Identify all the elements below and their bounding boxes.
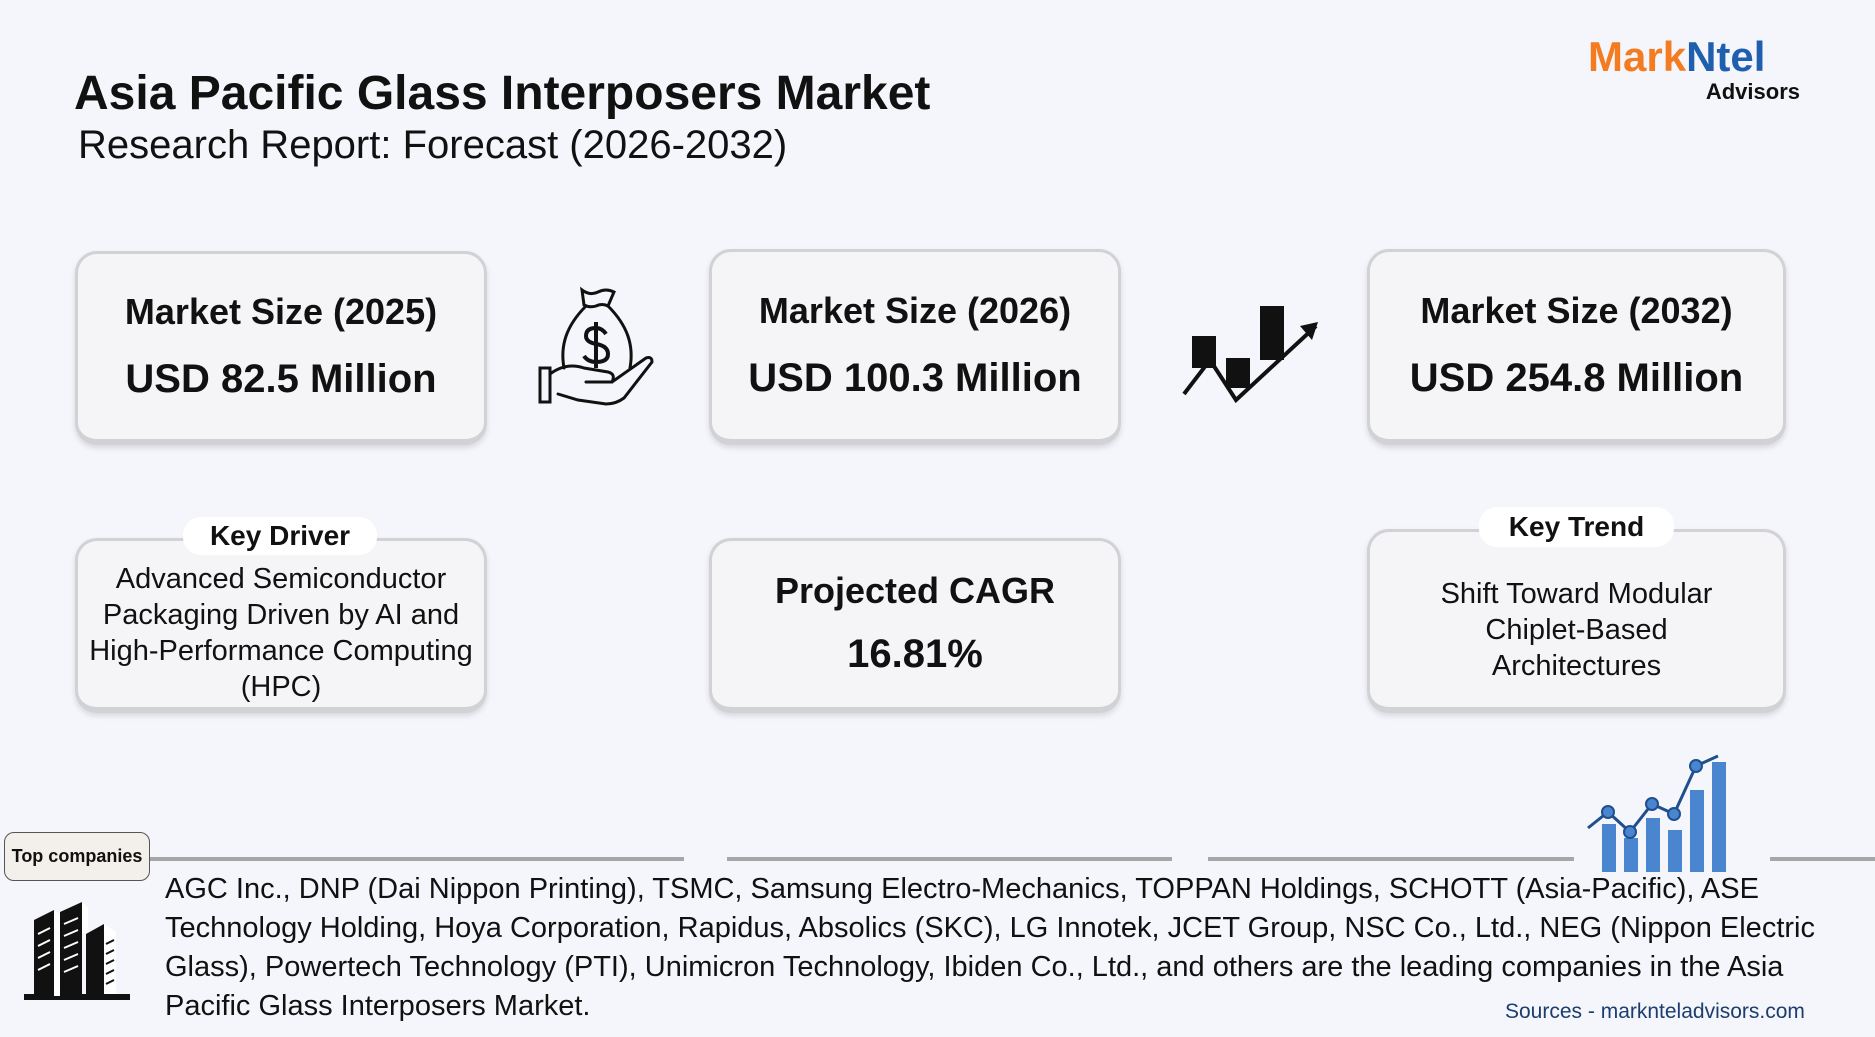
- market-size-2025-card: Market Size (2025) USD 82.5 Million: [75, 251, 487, 445]
- card-value: USD 100.3 Million: [748, 355, 1082, 400]
- bar-chart-growth-icon: [1587, 754, 1726, 872]
- cagr-value: 16.81%: [847, 632, 983, 676]
- cagr-label: Projected CAGR: [774, 570, 1056, 611]
- market-size-2026-card: Market Size (2026) USD 100.3 Million: [709, 249, 1121, 445]
- logo-ntel: Ntel: [1686, 33, 1766, 80]
- divider: [1770, 857, 1875, 861]
- key-driver-label: Key Driver: [183, 517, 377, 555]
- key-driver-card: Advanced Semiconductor Packaging Driven …: [75, 538, 487, 713]
- divider: [1208, 857, 1574, 861]
- buildings-icon: [24, 902, 130, 1000]
- top-companies-text: AGC Inc., DNP (Dai Nippon Printing), TSM…: [165, 873, 1815, 1022]
- logo-mark: Mark: [1588, 33, 1687, 80]
- card-value: USD 254.8 Million: [1409, 355, 1744, 400]
- key-trend-text: Shift Toward Modular Chiplet-Based Archi…: [1440, 577, 1713, 682]
- top-companies-label: Top companies: [4, 832, 150, 881]
- divider: [727, 857, 1172, 861]
- page-subtitle: Research Report: Forecast (2026-2032): [78, 123, 788, 167]
- key-trend-label: Key Trend: [1479, 507, 1674, 547]
- logo-advisors: Advisors: [1705, 79, 1800, 104]
- divider: [150, 857, 684, 861]
- card-label: Market Size (2025): [124, 290, 438, 332]
- card-value: USD 82.5 Million: [125, 356, 437, 401]
- money-bag-hand-icon: [538, 286, 654, 406]
- cagr-card: Projected CAGR 16.81%: [709, 538, 1121, 713]
- key-trend-card: Shift Toward Modular Chiplet-Based Archi…: [1367, 529, 1786, 713]
- top-companies-block: Sources - marknteladvisors.com AGC Inc.,…: [165, 870, 1865, 1026]
- growth-trend-icon: [1182, 306, 1318, 404]
- card-label: Market Size (2032): [1420, 289, 1733, 331]
- key-driver-text: Advanced Semiconductor Packaging Driven …: [89, 563, 473, 703]
- sources-text: Sources - marknteladvisors.com: [1505, 1000, 1805, 1023]
- card-label: Market Size (2026): [758, 289, 1072, 331]
- markntel-logo: MarkNtel Advisors: [1588, 36, 1808, 106]
- market-size-2032-card: Market Size (2032) USD 254.8 Million: [1367, 249, 1786, 445]
- page-title: Asia Pacific Glass Interposers Market: [74, 67, 931, 120]
